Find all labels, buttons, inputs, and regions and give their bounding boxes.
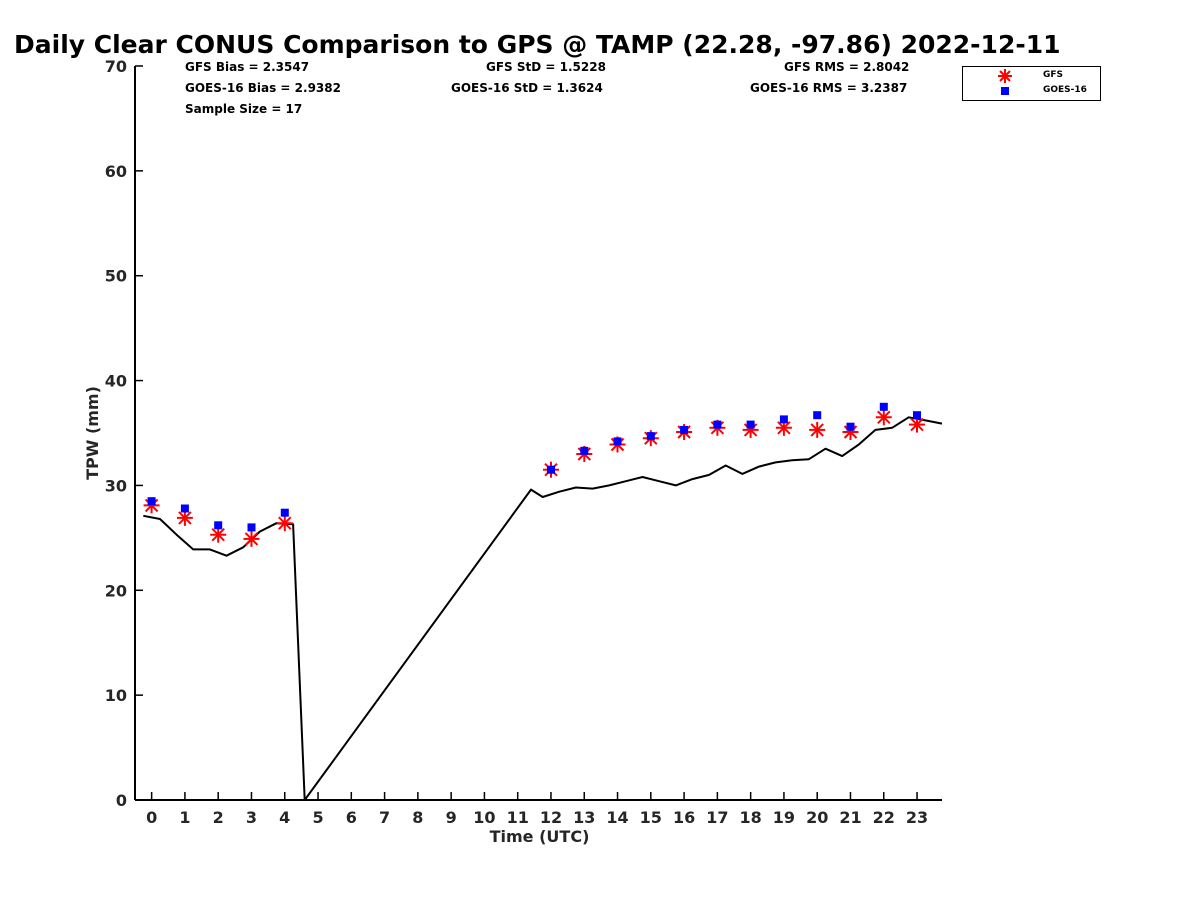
gfs-point <box>176 509 193 526</box>
chart-title: Daily Clear CONUS Comparison to GPS @ TA… <box>14 30 1061 59</box>
x-axis-label: Time (UTC) <box>490 827 590 846</box>
goes-point <box>147 497 156 506</box>
goes-point <box>580 446 589 455</box>
y-tick-label: 40 <box>105 372 127 391</box>
legend: GFS GOES-16 <box>962 66 1101 101</box>
goes-point <box>280 508 289 517</box>
x-tick-label: 16 <box>673 808 695 827</box>
goes-point <box>547 465 555 474</box>
x-tick-label: 13 <box>573 808 595 827</box>
y-tick-label: 10 <box>105 686 127 705</box>
x-tick-label: 3 <box>246 808 257 827</box>
goes-point <box>214 521 223 530</box>
x-tick-label: 1 <box>179 808 190 827</box>
y-tick-label: 50 <box>105 267 127 286</box>
gps-line <box>143 416 943 801</box>
goes-std-stat: GOES-16 StD = 1.3624 <box>451 81 603 95</box>
goes-rms-stat: GOES-16 RMS = 3.2387 <box>750 81 908 95</box>
x-tick-label: 2 <box>213 808 224 827</box>
x-tick-label: 18 <box>740 808 762 827</box>
x-tick-label: 9 <box>446 808 457 827</box>
gfs-point <box>809 421 826 438</box>
y-tick-label: 60 <box>105 162 127 181</box>
goes-point <box>779 415 788 424</box>
legend-goes-marker <box>1001 87 1009 95</box>
goes-bias-stat: GOES-16 Bias = 2.9382 <box>185 81 341 95</box>
goes-point <box>646 432 655 441</box>
gfs-point <box>875 409 892 426</box>
x-tick-label: 21 <box>839 808 861 827</box>
x-tick-label: 17 <box>706 808 728 827</box>
x-tick-label: 8 <box>412 808 423 827</box>
goes-point <box>846 422 855 431</box>
x-tick-label: 5 <box>312 808 323 827</box>
gfs-std-stat: GFS StD = 1.5228 <box>486 60 606 74</box>
x-tick-label: 20 <box>806 808 828 827</box>
x-tick-label: 0 <box>146 808 157 827</box>
goes-point <box>613 437 622 446</box>
goes-point <box>713 420 722 429</box>
x-tick-label: 6 <box>346 808 357 827</box>
x-tick-label: 22 <box>873 808 895 827</box>
gfs-bias-stat: GFS Bias = 2.3547 <box>185 60 310 74</box>
y-tick-label: 20 <box>105 581 127 600</box>
goes-point <box>913 411 921 420</box>
x-tick-label: 14 <box>606 808 628 827</box>
goes-point <box>813 411 822 420</box>
gfs-point <box>210 526 227 543</box>
x-tick-label: 7 <box>379 808 390 827</box>
y-axis-label: TPW (mm) <box>83 386 102 480</box>
y-tick-label: 70 <box>105 57 127 76</box>
gfs-point <box>909 416 925 433</box>
legend-gfs-marker <box>998 69 1012 83</box>
goes-point <box>879 402 888 411</box>
legend-goes-label: GOES-16 <box>1043 85 1087 95</box>
goes-point <box>746 420 755 429</box>
legend-gfs-label: GFS <box>1043 70 1064 80</box>
x-tick-label: 11 <box>507 808 529 827</box>
y-tick-label: 30 <box>105 476 127 495</box>
y-tick-label: 0 <box>116 791 127 810</box>
x-tick-label: 23 <box>906 808 928 827</box>
goes-point <box>680 425 689 434</box>
gfs-rms-stat: GFS RMS = 2.8042 <box>784 60 910 74</box>
goes-point <box>247 523 256 532</box>
x-tick-label: 10 <box>473 808 495 827</box>
x-tick-label: 19 <box>773 808 795 827</box>
x-tick-label: 4 <box>279 808 290 827</box>
x-tick-label: 15 <box>640 808 662 827</box>
sample-size-stat: Sample Size = 17 <box>185 102 303 116</box>
goes-point <box>180 504 189 513</box>
gfs-point <box>243 530 260 547</box>
x-tick-label: 12 <box>540 808 562 827</box>
gfs-point <box>276 515 293 532</box>
